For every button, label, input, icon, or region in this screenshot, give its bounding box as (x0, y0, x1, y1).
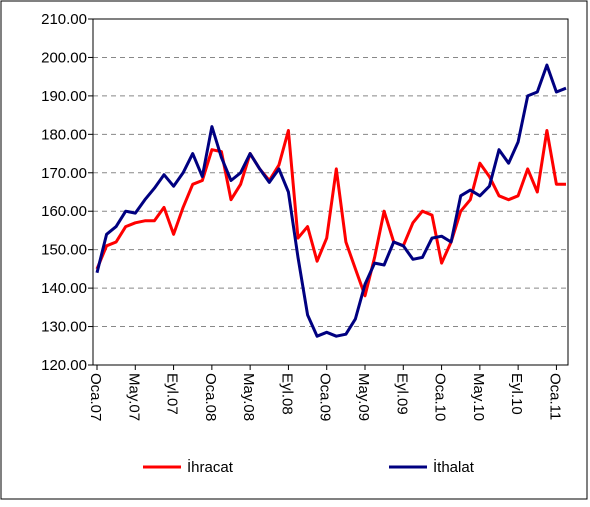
x-tick-label: Oca.07 (87, 373, 104, 421)
y-tick-label: 170.00 (41, 165, 87, 182)
y-tick-label: 160.00 (41, 203, 87, 220)
y-tick-label: 190.00 (41, 88, 87, 105)
y-tick-label: 130.00 (41, 319, 87, 336)
y-tick-label: 180.00 (41, 126, 87, 143)
y-tick-label: 200.00 (41, 49, 87, 66)
x-tick-label: Oca.10 (432, 373, 449, 421)
line-series (95, 129, 566, 298)
x-tick-label: May.09 (355, 373, 372, 421)
x-tick-label: May.07 (125, 373, 142, 421)
y-tick-label: 140.00 (41, 280, 87, 297)
x-tick-label: Oca.08 (202, 373, 219, 421)
x-tick-label: Oca.09 (317, 373, 334, 421)
x-tick-label: Eyl.07 (164, 373, 181, 415)
line-series (95, 63, 567, 338)
y-tick-label: 210.00 (41, 11, 87, 28)
x-tick-label: Eyl.10 (508, 373, 525, 415)
legend-label: İhracat (187, 458, 234, 476)
x-tick-label: Eyl.09 (393, 373, 410, 415)
x-tick-label: May.08 (240, 373, 257, 421)
x-tick-label: May.10 (470, 373, 487, 421)
x-tick-label: Oca.11 (546, 373, 563, 420)
y-tick-label: 120.00 (41, 357, 87, 374)
x-tick-label: Eyl.08 (278, 373, 295, 415)
y-tick-label: 150.00 (41, 242, 87, 259)
legend-label: İthalat (433, 458, 475, 476)
plot-area (92, 18, 569, 366)
